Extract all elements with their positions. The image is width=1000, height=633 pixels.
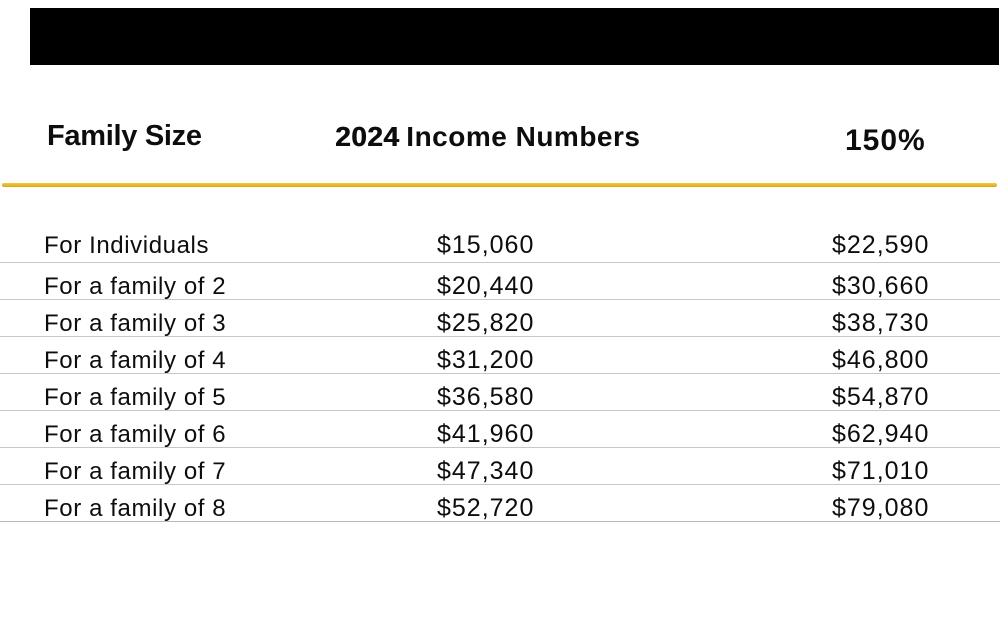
table-row: For a family of 7 $47,340 $71,010: [0, 448, 1000, 485]
income-cell: $20,440: [437, 272, 535, 300]
percent-cell: $46,800: [832, 346, 930, 374]
percent-cell: $22,590: [832, 231, 930, 259]
table-row: For a family of 8 $52,720 $79,080: [0, 485, 1000, 522]
income-cell: $25,820: [437, 309, 535, 337]
percent-cell: $62,940: [832, 420, 930, 448]
table-row: For a family of 2 $20,440 $30,660: [0, 263, 1000, 300]
gold-divider-rule: [2, 183, 997, 187]
percent-cell: $71,010: [832, 457, 930, 485]
income-cell: $52,720: [437, 494, 535, 522]
family-size-cell: For a family of 4: [44, 347, 227, 374]
income-cell: $47,340: [437, 457, 535, 485]
income-cell: $41,960: [437, 420, 535, 448]
percent-cell: $38,730: [832, 309, 930, 337]
column-header-income: 2024 Income Numbers: [335, 123, 640, 151]
income-cell: $31,200: [437, 346, 535, 374]
income-header-text: Income Numbers: [406, 121, 641, 152]
table-row: For a family of 6 $41,960 $62,940: [0, 411, 1000, 448]
income-table: For Individuals $15,060 $22,590 For a fa…: [0, 225, 1000, 522]
percent-cell: $54,870: [832, 383, 930, 411]
percent-cell: $30,660: [832, 272, 930, 300]
table-row: For Individuals $15,060 $22,590: [0, 225, 1000, 263]
family-size-cell: For Individuals: [44, 232, 210, 259]
income-cell: $36,580: [437, 383, 535, 411]
top-black-bar: [30, 8, 999, 65]
family-size-cell: For a family of 5: [44, 384, 227, 411]
income-cell: $15,060: [437, 231, 535, 259]
table-row: For a family of 4 $31,200 $46,800: [0, 337, 1000, 374]
percent-cell: $79,080: [832, 494, 930, 522]
family-size-cell: For a family of 6: [44, 421, 227, 448]
family-size-cell: For a family of 2: [44, 273, 227, 300]
family-size-cell: For a family of 3: [44, 310, 227, 337]
table-row: For a family of 3 $25,820 $38,730: [0, 300, 1000, 337]
family-size-cell: For a family of 8: [44, 495, 227, 522]
income-header-year: 2024: [335, 121, 400, 152]
column-header-150-percent: 150%: [845, 124, 926, 157]
family-size-cell: For a family of 7: [44, 458, 227, 485]
table-row: For a family of 5 $36,580 $54,870: [0, 374, 1000, 411]
column-header-family-size: Family Size: [47, 120, 202, 152]
